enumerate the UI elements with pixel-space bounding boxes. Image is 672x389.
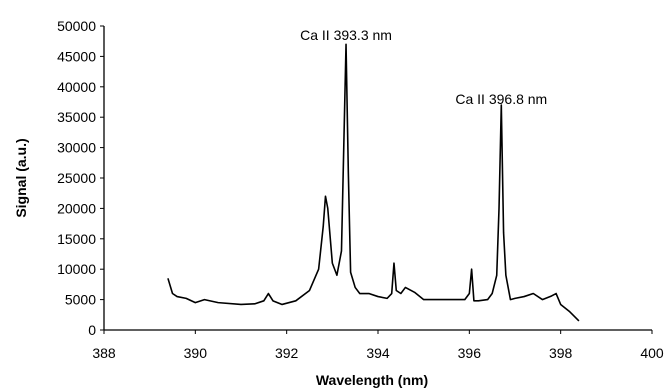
y-tick-label: 25000: [57, 170, 96, 186]
x-tick-label: 390: [184, 345, 208, 361]
x-axis-ticks: 388 390 392 394 396 398 400: [92, 330, 664, 361]
plot-area: [167, 43, 580, 322]
peak-label-0: Ca II 393.3 nm: [300, 27, 392, 43]
x-tick-label: 388: [92, 345, 116, 361]
peak-annotations: Ca II 393.3 nm Ca II 396.8 nm: [300, 27, 547, 107]
y-axis-ticks: 0 5000 10000 15000 20000 25000 30000 35000 40000…: [57, 18, 104, 338]
series-line-0: [167, 43, 580, 322]
y-tick-label: 30000: [57, 140, 96, 156]
x-tick-label: 396: [458, 345, 482, 361]
y-tick-label: 45000: [57, 48, 96, 64]
y-tick-label: 15000: [57, 231, 96, 247]
y-axis-title: Signal (a.u.): [13, 138, 29, 217]
peak-label-1: Ca II 396.8 nm: [455, 91, 547, 107]
y-tick-label: 5000: [65, 292, 96, 308]
y-tick-label: 10000: [57, 261, 96, 277]
x-tick-label: 392: [275, 345, 299, 361]
y-tick-label: 20000: [57, 200, 96, 216]
x-tick-label: 398: [549, 345, 573, 361]
y-tick-label: 50000: [57, 18, 96, 34]
x-tick-label: 394: [366, 345, 390, 361]
x-axis-title: Wavelength (nm): [316, 372, 428, 388]
y-tick-label: 40000: [57, 79, 96, 95]
y-tick-label: 0: [88, 322, 96, 338]
y-tick-label: 35000: [57, 109, 96, 125]
x-tick-label: 400: [640, 345, 664, 361]
